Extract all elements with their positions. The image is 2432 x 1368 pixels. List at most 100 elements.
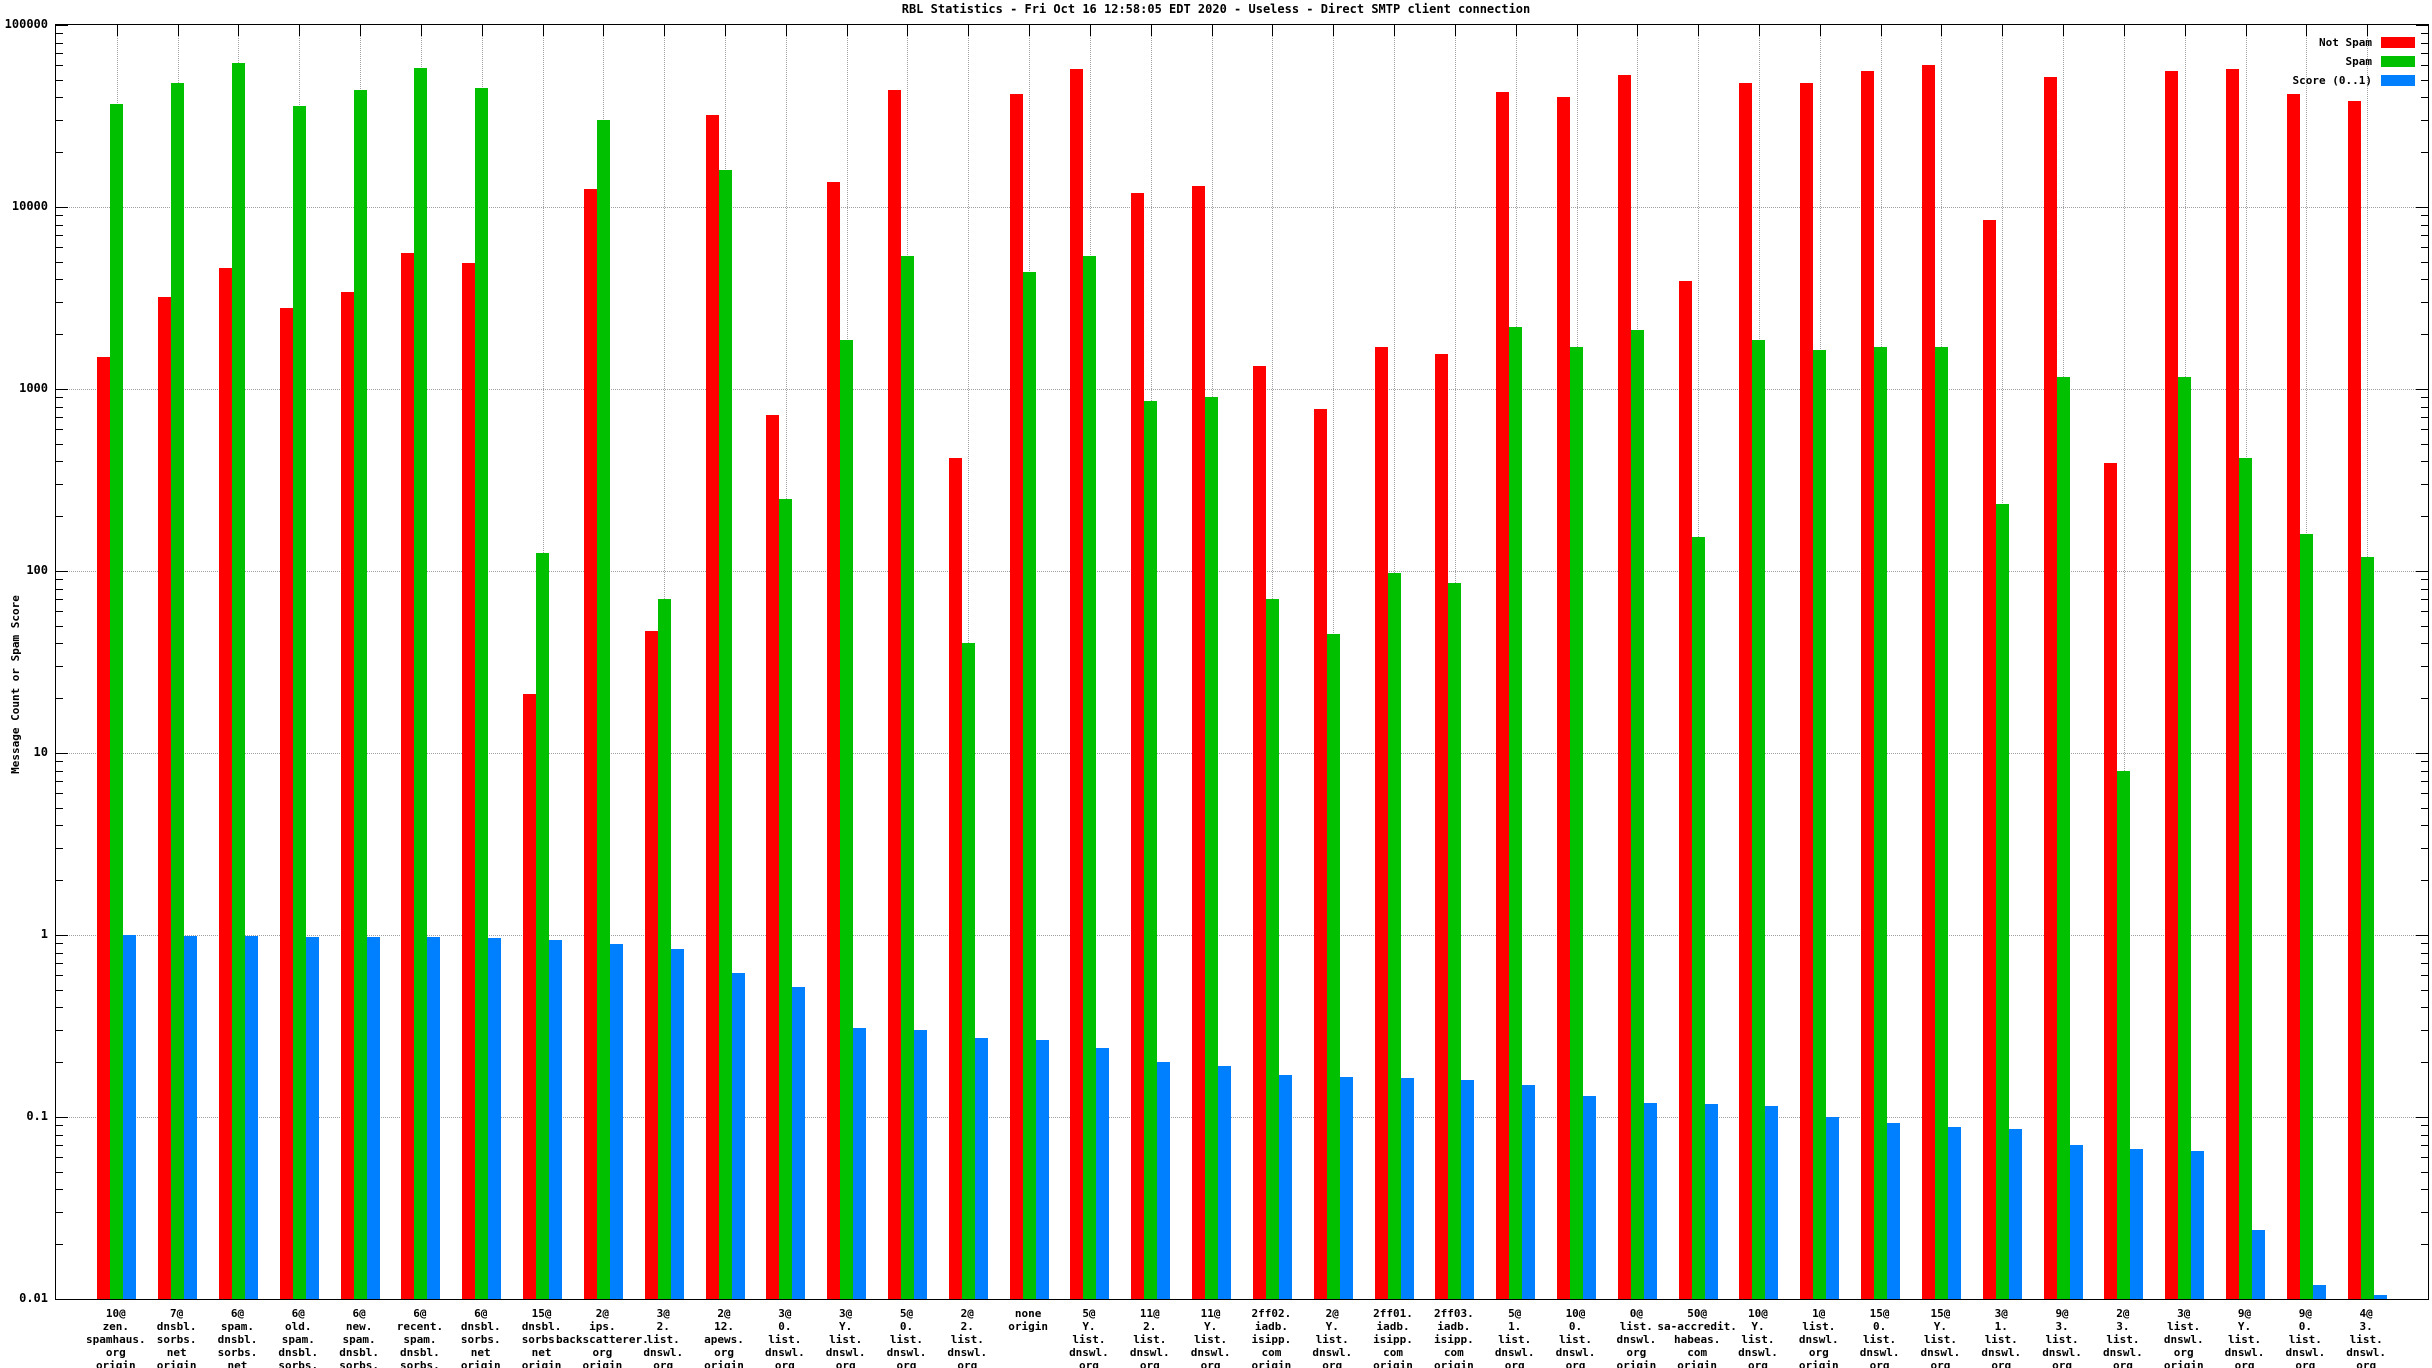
x-tick [968, 25, 970, 36]
legend-item: Not Spam [2293, 36, 2415, 49]
bar-not-spam-16 [1009, 93, 1023, 1299]
bar-score-0-1-7 [488, 938, 502, 1299]
bar-not-spam-19 [1192, 186, 1206, 1299]
y-minor-tick [2421, 235, 2428, 237]
bar-not-spam-2 [158, 297, 172, 1299]
y-minor-tick [2421, 611, 2428, 613]
y-minor-tick [2421, 215, 2428, 217]
x-tick [846, 25, 848, 36]
bar-not-spam-20 [1252, 366, 1266, 1299]
y-major-tick [56, 389, 68, 390]
bar-score-0-1-10 [670, 948, 684, 1299]
bar-spam-7 [475, 88, 489, 1299]
y-minor-tick [56, 698, 63, 700]
y-minor-tick [56, 302, 63, 304]
bar-not-spam-3 [218, 268, 232, 1299]
bar-spam-23 [1448, 582, 1462, 1299]
x-axis-label: 0@ list. dnswl. org origin [1616, 1307, 1657, 1368]
bar-score-0-1-5 [366, 936, 380, 1299]
y-minor-tick [56, 599, 63, 601]
y-minor-tick [56, 397, 63, 399]
bar-score-0-1-17 [1096, 1047, 1110, 1299]
bar-spam-38 [2360, 556, 2374, 1299]
x-axis-label: 9@ 0. list. dnswl. org origin [2285, 1307, 2326, 1368]
y-minor-tick [56, 825, 63, 827]
bar-score-0-1-16 [1035, 1039, 1049, 1299]
y-minor-tick [2421, 643, 2428, 645]
x-tick [1454, 25, 1456, 36]
x-axis-label: 3@ 1. list. dnswl. org origin [1981, 1307, 2022, 1368]
bar-spam-33 [2056, 377, 2070, 1299]
bar-not-spam-12 [766, 414, 780, 1299]
bar-spam-35 [2178, 377, 2192, 1299]
y-minor-tick [2421, 42, 2428, 44]
y-minor-tick [56, 65, 63, 67]
bar-spam-28 [1752, 339, 1766, 1299]
y-minor-tick [56, 666, 63, 668]
y-major-tick [2416, 935, 2428, 936]
bar-spam-18 [1144, 400, 1158, 1299]
y-minor-tick [2421, 1171, 2428, 1173]
bar-score-0-1-4 [305, 936, 319, 1299]
x-axis-label: 10@ Y. list. dnswl. org origin [1738, 1307, 1778, 1368]
y-minor-tick [56, 406, 63, 408]
y-minor-tick [2421, 1189, 2428, 1191]
y-major-tick [56, 753, 68, 754]
y-minor-tick [2421, 1244, 2428, 1246]
bar-spam-10 [657, 599, 671, 1299]
x-tick [1698, 25, 1700, 36]
x-tick [2002, 25, 2004, 36]
y-major-tick [56, 571, 68, 572]
bar-spam-25 [1570, 347, 1583, 1299]
bar-spam-34 [2117, 770, 2131, 1299]
x-tick [603, 25, 605, 36]
x-axis-label: 2ff01. iadb. isipp. com origin [1373, 1307, 1413, 1368]
y-minor-tick [2421, 261, 2428, 263]
bar-not-spam-11 [705, 115, 719, 1299]
x-tick [360, 25, 362, 36]
y-minor-tick [56, 97, 63, 99]
x-axis-label: 10@ zen. spamhaus. org origin [86, 1307, 146, 1368]
bar-score-0-1-12 [792, 986, 806, 1299]
y-minor-tick [56, 53, 63, 55]
bar-spam-13 [840, 339, 854, 1299]
x-axis-label: 15@ dnsbl. sorbs. net origin [521, 1307, 562, 1368]
x-tick [907, 25, 909, 36]
x-axis-label: none origin [1008, 1307, 1048, 1333]
y-minor-tick [56, 1125, 63, 1127]
bar-score-0-1-19 [1218, 1066, 1232, 1299]
y-minor-tick [2421, 397, 2428, 399]
x-tick [177, 25, 179, 36]
x-tick [2367, 25, 2369, 36]
x-axis-label: 2@ 12. apews. org origin [704, 1307, 744, 1368]
x-axis-label: 2@ 2. list. dnswl. org origin [947, 1307, 988, 1368]
bar-score-0-1-3 [244, 935, 258, 1299]
bar-spam-3 [231, 62, 245, 1299]
y-minor-tick [2421, 443, 2428, 445]
y-minor-tick [56, 625, 63, 627]
y-minor-tick [56, 761, 63, 763]
y-minor-tick [2421, 484, 2428, 486]
bar-not-spam-24 [1496, 91, 1510, 1299]
y-minor-tick [2421, 880, 2428, 882]
y-tick-label: 10 [33, 745, 48, 759]
x-tick [1819, 25, 1821, 36]
bar-score-0-1-31 [1947, 1127, 1961, 1299]
y-minor-tick [56, 848, 63, 850]
bar-spam-31 [1934, 347, 1948, 1299]
bar-spam-6 [414, 68, 428, 1299]
y-minor-tick [56, 643, 63, 645]
bar-spam-15 [961, 643, 975, 1299]
y-minor-tick [56, 235, 63, 237]
bar-score-0-1-25 [1583, 1096, 1596, 1299]
bar-score-0-1-22 [1400, 1078, 1414, 1299]
x-axis-label: 5@ 1. list. dnswl. org origin [1494, 1307, 1535, 1368]
bar-score-0-1-14 [913, 1030, 927, 1299]
x-axis-label: 2@ Y. list. dnswl. org origin [1312, 1307, 1353, 1368]
bar-score-0-1-35 [2191, 1151, 2205, 1299]
y-minor-tick [2421, 848, 2428, 850]
y-minor-tick [56, 1030, 63, 1032]
bar-score-0-1-36 [2252, 1229, 2266, 1299]
y-minor-tick [2421, 1145, 2428, 1147]
bar-score-0-1-15 [974, 1038, 988, 1299]
